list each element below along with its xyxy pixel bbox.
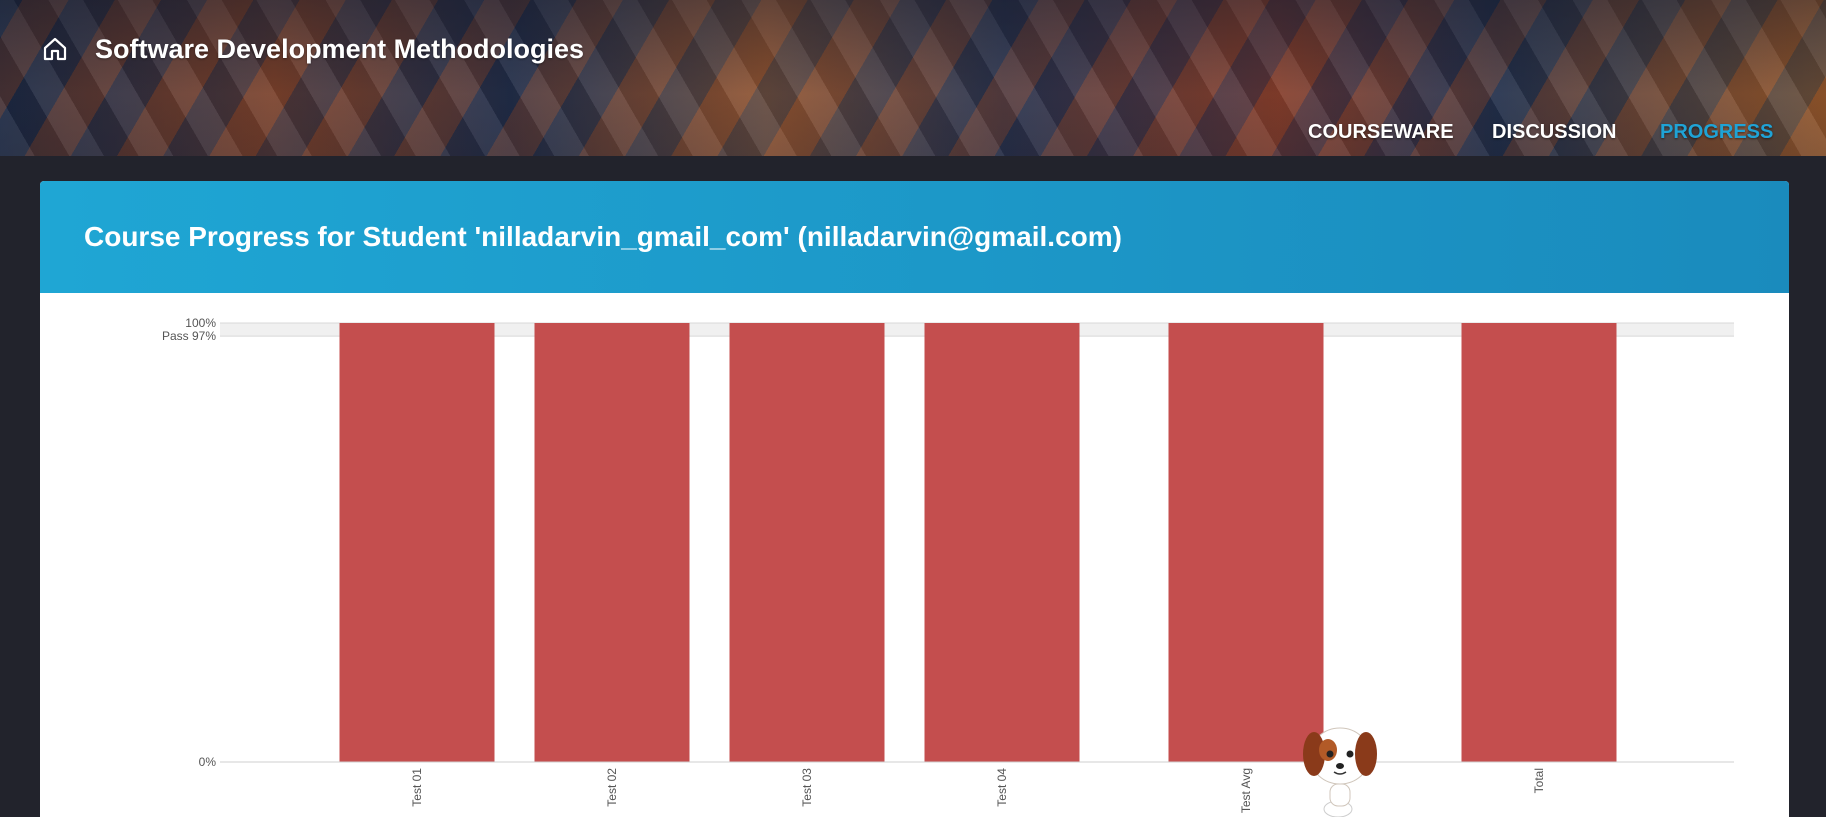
- tab-discussion[interactable]: DISCUSSION: [1492, 121, 1617, 143]
- course-header: Software Development Methodologies COURS…: [0, 0, 1826, 156]
- x-tick-label: Total: [1532, 768, 1546, 793]
- x-tick-label: Test Avg: [1239, 768, 1253, 813]
- x-tick-label: Test 01: [410, 768, 424, 807]
- tab-courseware[interactable]: COURSEWARE: [1308, 121, 1454, 143]
- card-header: Course Progress for Student 'nilladarvin…: [40, 181, 1789, 293]
- course-title: Software Development Methodologies: [95, 34, 585, 64]
- y-tick-label: Pass 97%: [162, 329, 216, 343]
- x-tick-label: Test 02: [605, 768, 619, 807]
- x-tick-label: Test 04: [995, 768, 1009, 807]
- card-title: Course Progress for Student 'nilladarvin…: [84, 221, 1122, 252]
- home-icon[interactable]: [42, 36, 68, 62]
- dog-mascot-icon: [1303, 727, 1377, 817]
- x-tick-label: Test 03: [800, 768, 814, 807]
- y-tick-label: 100%: [185, 316, 216, 330]
- bar: [534, 323, 690, 762]
- bar: [729, 323, 885, 762]
- bar: [924, 323, 1080, 762]
- y-tick-label: 0%: [199, 755, 217, 769]
- bar: [1168, 323, 1324, 762]
- bar: [1461, 323, 1617, 762]
- tab-progress[interactable]: PROGRESS: [1636, 121, 1790, 156]
- bar: [339, 323, 495, 762]
